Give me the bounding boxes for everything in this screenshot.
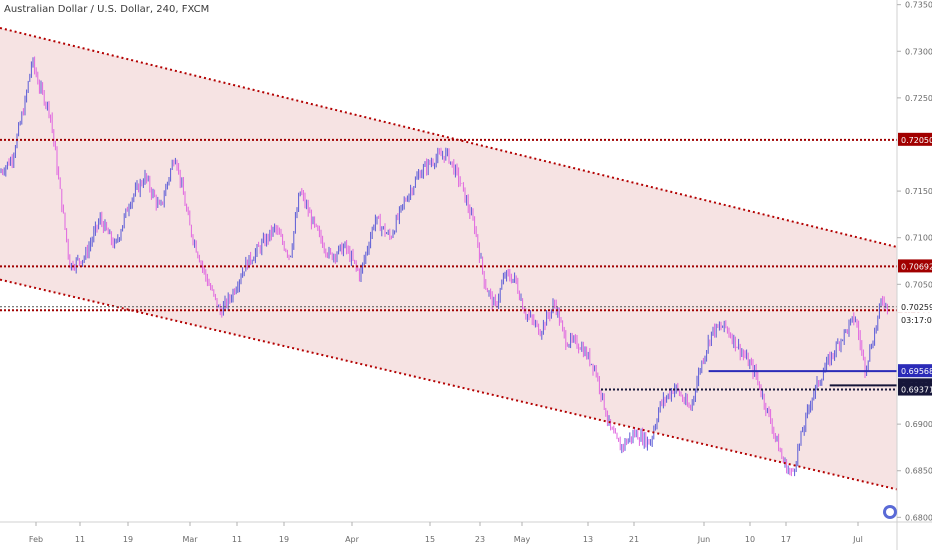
time-tick-label: Jun [697, 535, 711, 544]
countdown-tag: 03:17:04 [898, 312, 932, 326]
time-tick-label: Mar [182, 535, 198, 544]
axis-tag-text: 0.72050 [901, 136, 932, 145]
time-tick-label: 11 [75, 535, 85, 544]
level-price-tag[interactable]: 0.69371 [898, 382, 932, 396]
logo-icon-inner [886, 508, 894, 516]
channel-area [0, 27, 897, 490]
time-tick-label: 15 [425, 535, 435, 544]
price-tick-label: 0.68000 [905, 513, 932, 522]
axis-tag-text: 0.69568 [901, 367, 932, 376]
time-tick-label: 13 [583, 535, 593, 544]
time-tick-label: 11 [232, 535, 242, 544]
time-tick-label: Apr [345, 535, 360, 544]
horizontal-levels [0, 138, 897, 391]
channel-lower-line[interactable] [0, 278, 898, 491]
axis-tag-text: 0.70259 [901, 303, 932, 312]
axis-tag-text: 0.69371 [901, 386, 932, 395]
countdown-text: 03:17:04 [901, 316, 932, 325]
level-price-tag[interactable]: 0.70692 [898, 259, 932, 273]
countdown-bg [898, 312, 932, 326]
time-tick-label: 10 [745, 535, 755, 544]
time-tick-label: 17 [781, 535, 791, 544]
logo-badge[interactable] [883, 505, 897, 519]
axis-tag-bg [898, 382, 932, 396]
level-price-tag[interactable]: 0.69568 [898, 364, 932, 378]
channel-fill-layer [0, 27, 897, 490]
current-price-tag[interactable]: 0.70259 [898, 299, 932, 313]
time-tick-label: 23 [475, 535, 485, 544]
gridless-plot-area [0, 56, 888, 477]
time-tick-label: May [514, 535, 531, 544]
axis-tag-bg [898, 364, 932, 378]
axis-tags: 0.720500.706920.702220.695680.694160.693… [898, 132, 932, 396]
time-tick-label: Feb [29, 535, 43, 544]
level-price-tag[interactable]: 0.72050 [898, 132, 932, 146]
time-tick-label: 19 [279, 535, 289, 544]
time-tick-label: Jul [852, 535, 863, 544]
chart-title: Australian Dollar / U.S. Dollar, 240, FX… [4, 4, 210, 15]
time-tick-label: 19 [123, 535, 133, 544]
channel-lines [0, 26, 898, 491]
axis-tag-bg [898, 259, 932, 273]
channel-upper-line[interactable] [0, 26, 898, 248]
time-axis[interactable]: Feb 11 19 Mar 11 19 Apr 15 23 May 13 21 Jun 10 17 Jul [0, 521, 932, 544]
axis-tag-text: 0.70692 [901, 262, 932, 271]
time-tick-label: 21 [629, 535, 639, 544]
axis-tag-bg [898, 132, 932, 146]
axis-tag-bg [898, 299, 932, 313]
